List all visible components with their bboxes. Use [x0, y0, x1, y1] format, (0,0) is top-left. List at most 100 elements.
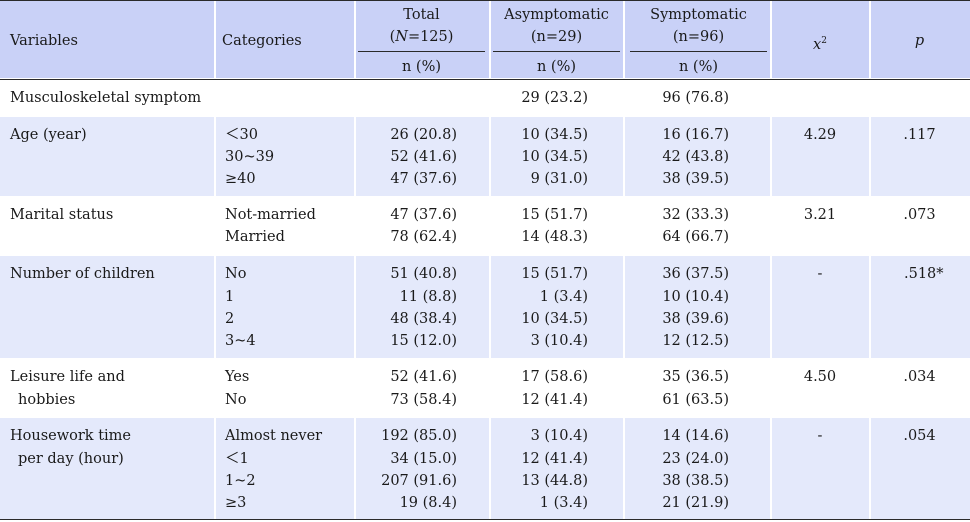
row-band-housework — [0, 418, 970, 520]
cell-asym: 10 (34.5) — [521, 127, 588, 143]
cell-category: Not-married — [225, 207, 316, 223]
header-asym-npct: n (%) — [536, 59, 577, 75]
cell-asym: 3 (10.4) — [530, 428, 588, 444]
row-band-age — [0, 117, 970, 196]
cell-chi: 3.21 — [803, 207, 837, 223]
asym-underline — [493, 51, 620, 52]
column-separator — [354, 1, 356, 520]
cell-category: Almost never — [225, 428, 323, 444]
total-underline — [358, 51, 485, 52]
cell-asym: 9 (31.0) — [530, 171, 588, 187]
cell-asym: 12 (41.4) — [521, 451, 588, 467]
row-label-marital: Marital status — [10, 207, 114, 223]
header-chi-square: x2 — [813, 36, 827, 53]
cell-asym: 1 (3.4) — [539, 495, 588, 511]
column-separator — [770, 1, 772, 520]
header-categories: Categories — [222, 33, 302, 49]
cell-sym: 61 (63.5) — [662, 392, 729, 408]
cell-sym: 42 (43.8) — [662, 149, 729, 165]
cell-p: .073 — [903, 207, 936, 223]
cell-chi: 4.29 — [803, 127, 837, 143]
cell-sym: 64 (66.7) — [662, 229, 729, 245]
cell-category: ＜30 — [225, 127, 258, 143]
header-asymptomatic-n: (n=29) — [530, 29, 583, 45]
cell-category: No — [225, 266, 247, 282]
cell-sym: 38 (39.6) — [662, 311, 729, 327]
header-asymptomatic: Asymptomatic — [504, 7, 609, 23]
cell-total: 73 (58.4) — [390, 392, 457, 408]
cell-asym: 12 (41.4) — [521, 392, 588, 408]
cell-category: 30~39 — [225, 149, 275, 165]
row-label-musculoskeletal: Musculoskeletal symptom — [10, 90, 202, 106]
cell-sym: 96 (76.8) — [662, 90, 729, 106]
cell-asym: 1 (3.4) — [539, 289, 588, 305]
cell-category: 1~2 — [225, 473, 256, 489]
sym-underline — [630, 51, 767, 52]
cell-asym: 29 (23.2) — [521, 90, 588, 106]
cell-total: 48 (38.4) — [390, 311, 457, 327]
header-p: p — [914, 33, 925, 49]
cell-total: 52 (41.6) — [390, 369, 457, 385]
cell-sym: 38 (39.5) — [662, 171, 729, 187]
header-sym-npct: n (%) — [678, 59, 719, 75]
cell-total: 11 (8.8) — [399, 289, 457, 305]
top-rule — [0, 0, 970, 1]
cell-p: .054 — [903, 428, 936, 444]
cell-sym: 21 (21.9) — [662, 495, 729, 511]
bottom-rule — [0, 519, 970, 520]
cell-chi: 4.50 — [803, 369, 837, 385]
header-variables: Variables — [10, 33, 78, 49]
column-separator — [623, 1, 625, 520]
cell-total: 192 (85.0) — [381, 428, 457, 444]
cell-asym: 15 (51.7) — [521, 266, 588, 282]
table-header-background — [0, 1, 970, 78]
header-symptomatic: Symptomatic — [650, 7, 747, 23]
cell-p: .034 — [903, 369, 936, 385]
cell-total: 78 (62.4) — [390, 229, 457, 245]
row-label-housework-cont: per day (hour) — [18, 451, 124, 467]
column-separator — [869, 1, 871, 520]
cell-chi: - — [817, 266, 823, 282]
row-label-children: Number of children — [10, 266, 155, 282]
cell-category: 2 — [225, 311, 235, 327]
header-total: Total — [403, 7, 440, 23]
cell-total: 19 (8.4) — [399, 495, 457, 511]
cell-category: ≥40 — [225, 171, 256, 187]
cell-asym: 14 (48.3) — [521, 229, 588, 245]
cell-p: .117 — [903, 127, 936, 143]
cell-sym: 14 (14.6) — [662, 428, 729, 444]
row-label-housework: Housework time — [10, 428, 131, 444]
row-label-age: Age (year) — [10, 127, 87, 143]
cell-asym: 15 (51.7) — [521, 207, 588, 223]
header-rule — [0, 79, 970, 80]
header-symptomatic-n: (n=96) — [672, 29, 725, 45]
row-band-children — [0, 256, 970, 358]
cell-sym: 23 (24.0) — [662, 451, 729, 467]
cell-total: 26 (20.8) — [390, 127, 457, 143]
cell-sym: 35 (36.5) — [662, 369, 729, 385]
cell-asym: 10 (34.5) — [521, 311, 588, 327]
cell-category: 1 — [225, 289, 235, 305]
cell-asym: 17 (58.6) — [521, 369, 588, 385]
header-total-n: (N=125) — [389, 29, 454, 45]
cell-asym: 3 (10.4) — [530, 333, 588, 349]
cell-sym: 16 (16.7) — [662, 127, 729, 143]
cell-asym: 13 (44.8) — [521, 473, 588, 489]
cell-category: ≥3 — [225, 495, 247, 511]
cell-asym: 10 (34.5) — [521, 149, 588, 165]
cell-total: 15 (12.0) — [390, 333, 457, 349]
cell-category: Married — [225, 229, 285, 245]
column-separator — [214, 1, 216, 520]
cell-sym: 38 (38.5) — [662, 473, 729, 489]
cell-sym: 32 (33.3) — [662, 207, 729, 223]
row-label-leisure-cont: hobbies — [18, 392, 76, 408]
cell-total: 47 (37.6) — [390, 171, 457, 187]
cell-total: 47 (37.6) — [390, 207, 457, 223]
cell-total: 51 (40.8) — [390, 266, 457, 282]
cell-p: .518* — [904, 266, 944, 282]
column-separator — [489, 1, 491, 520]
cell-sym: 36 (37.5) — [662, 266, 729, 282]
cell-total: 207 (91.6) — [381, 473, 457, 489]
cell-total: 52 (41.6) — [390, 149, 457, 165]
